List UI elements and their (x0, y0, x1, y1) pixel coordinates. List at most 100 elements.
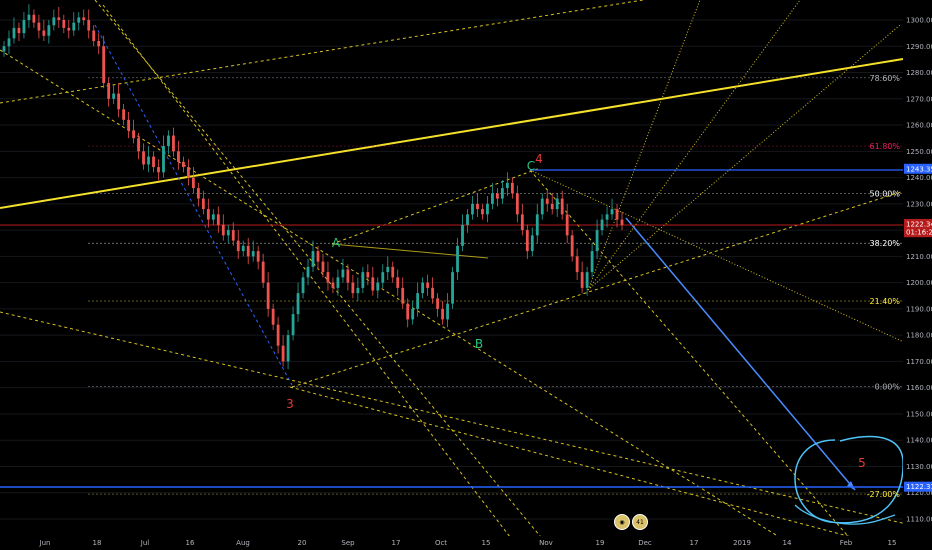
candle-body (351, 282, 355, 294)
x-tick-label: Jul (140, 539, 150, 547)
x-tick-label: 18 (93, 539, 102, 547)
y-tick-label: 1280.00 (906, 69, 932, 77)
dashed-blue-line[interactable] (94, 24, 293, 386)
x-tick-label: 15 (888, 539, 897, 547)
y-tick-label: 1200.00 (906, 279, 932, 287)
candle-body (411, 308, 415, 320)
candle-body (236, 240, 240, 252)
candle-body (386, 266, 390, 273)
x-axis-background (0, 536, 932, 550)
fib-label: 0.00% (875, 382, 901, 391)
candle-body (615, 209, 619, 220)
candle-body (545, 198, 549, 204)
grid (0, 19, 903, 520)
candle-body (147, 156, 150, 165)
hand-drawn-swoosh[interactable] (794, 504, 896, 525)
candle-body (401, 287, 405, 304)
candle-body (496, 193, 499, 199)
y-tick-label: 1160.00 (906, 384, 932, 392)
candle-body (191, 177, 195, 189)
price-tag (904, 481, 932, 492)
candle-body (286, 335, 290, 362)
trend-line-down-6[interactable] (94, 0, 551, 549)
candle-body (510, 182, 514, 194)
candle-body (266, 282, 270, 309)
price-tag-label: 1222.34 (906, 220, 932, 228)
candle-body (2, 46, 6, 52)
fan-1[interactable] (587, 0, 801, 291)
candle-body (421, 282, 425, 294)
price-tag (904, 163, 932, 174)
candle-body (42, 30, 46, 36)
candle-body (306, 266, 310, 278)
candle-body (341, 269, 345, 278)
projection-arrow[interactable] (625, 217, 856, 491)
candle-body (291, 314, 295, 336)
x-tick-label: 17 (690, 539, 699, 547)
y-axis[interactable]: 1110.00 1120.00 1130.00 1140.00 1150.00 1160.… (903, 0, 932, 550)
candle-body (246, 245, 250, 257)
y-tick-label: 1120.00 (906, 489, 932, 497)
candle-body (276, 324, 280, 346)
y-tick-label: 1130.00 (906, 463, 932, 471)
trend-line-main[interactable] (0, 58, 904, 209)
candle-body (326, 272, 330, 283)
candle-body (476, 203, 479, 210)
candle-body (221, 224, 225, 236)
candle-body (505, 182, 509, 189)
candle-body (590, 251, 594, 273)
candle-body (376, 282, 380, 291)
candle-body (605, 214, 609, 220)
events-badge[interactable]: ◉ 41 (614, 514, 648, 530)
candle-body (446, 303, 449, 320)
x-axis[interactable]: Jun 18 Jul 16 Aug 20 Sep 17 Oct 15 Nov 19 Dec 17 2019 1… (0, 536, 932, 550)
candle-body (331, 282, 335, 288)
y-tick-label: 1240.00 (906, 174, 932, 182)
candle-body (451, 272, 454, 304)
candle-body (62, 20, 66, 28)
candle-body (251, 251, 255, 257)
candle-body (540, 198, 544, 215)
event-icon[interactable]: ◉ (614, 514, 630, 530)
candle-body (336, 277, 340, 288)
candle-body (7, 38, 11, 47)
hand-drawn-circle[interactable] (794, 435, 904, 524)
candle-body (261, 261, 265, 283)
candle-body (142, 151, 145, 165)
fib-label: 38.20% (869, 239, 900, 248)
abc-line[interactable] (331, 243, 489, 259)
candle-body (565, 214, 569, 236)
fib-label: 61.80% (869, 142, 900, 151)
candle-body (182, 161, 185, 168)
price-tags: 1243.35 1222.3401:16:22 1122.31 (904, 163, 932, 492)
wave-label: 5 (858, 456, 866, 470)
trend-line-down-3[interactable] (0, 311, 932, 531)
x-tick-label: Oct (435, 539, 447, 547)
wave-label: 4 (535, 152, 543, 166)
candle-body (486, 203, 489, 215)
trend-line-down-1[interactable] (102, 4, 521, 550)
candle-body (201, 198, 205, 210)
candle-body (22, 20, 26, 34)
candle-body (107, 83, 111, 99)
candle-body (416, 293, 420, 309)
candle-body (117, 93, 121, 110)
candle-body (271, 308, 275, 325)
fan-3[interactable] (587, 24, 901, 291)
wave-label: B (475, 337, 483, 351)
trend-line-down-4[interactable] (289, 386, 901, 550)
event-count[interactable]: 41 (632, 514, 648, 530)
candle-body (67, 27, 71, 31)
x-tick-label: Dec (638, 539, 652, 547)
trend-line-upper-dashed[interactable] (0, 0, 644, 104)
candle-body (600, 219, 604, 231)
y-tick-label: 1290.00 (906, 43, 932, 51)
fan-2[interactable] (587, 0, 701, 291)
channel-upper[interactable] (331, 167, 541, 245)
candle-body (456, 245, 459, 273)
channel-lower[interactable] (291, 181, 932, 388)
x-tick-label: 14 (783, 539, 792, 547)
price-tag (904, 227, 932, 238)
